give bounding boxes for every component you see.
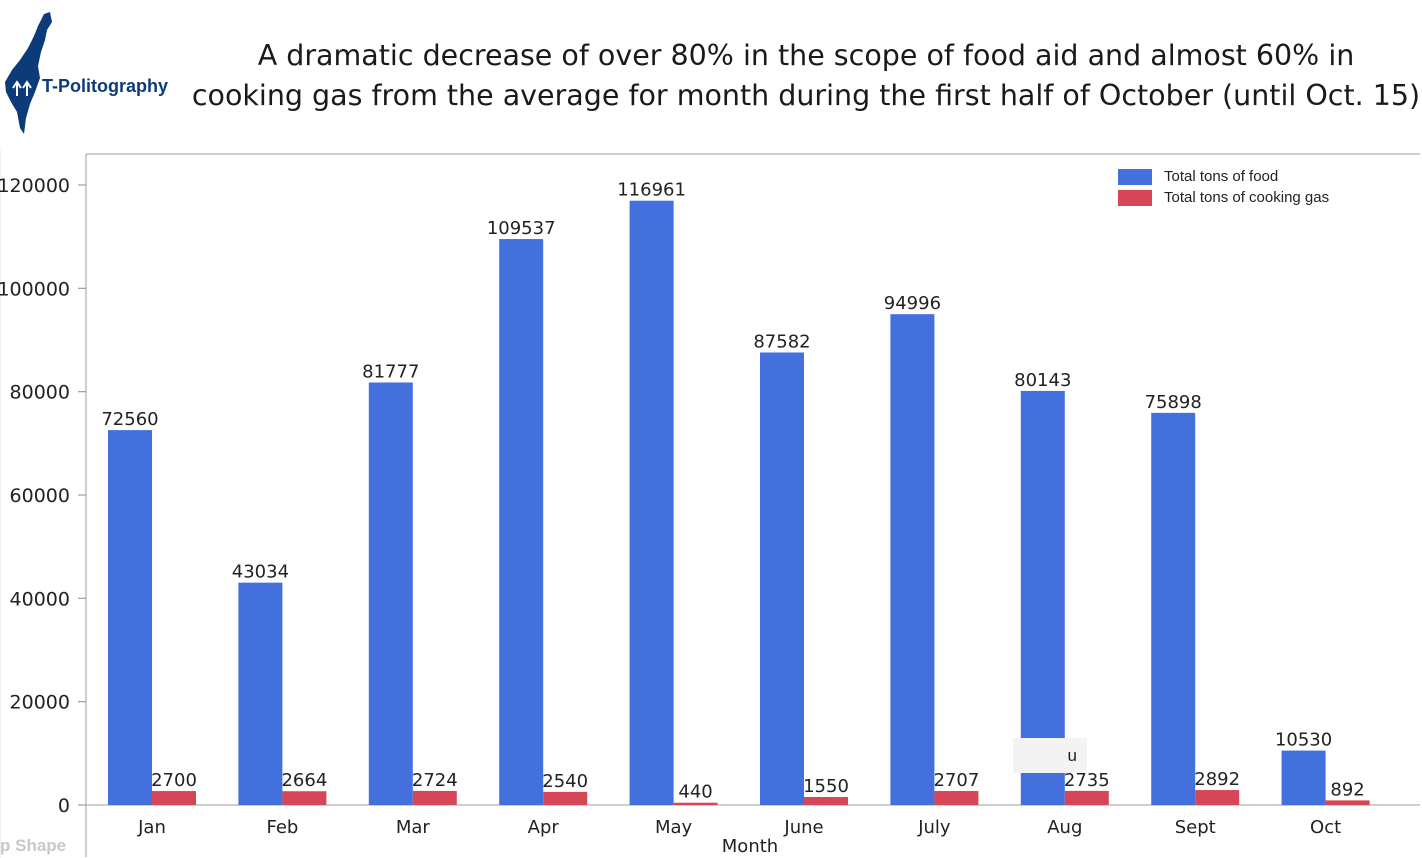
bar-chart: 72560 2700 43034 2664 81777 2724 109537 2540 116… — [0, 150, 1420, 858]
chart-axes — [0, 150, 1420, 858]
y-tick-label: 100000 — [0, 278, 70, 300]
legend-label-gas: Total tons of cooking gas — [1164, 189, 1330, 206]
x-tick-label: Jan — [137, 817, 166, 838]
data-label-cooking-gas: 2664 — [281, 770, 327, 791]
y-tick-label: 20000 — [10, 692, 70, 714]
data-label-cooking-gas: 2700 — [151, 770, 197, 791]
chart-data-labels: 72560 2700 43034 2664 81777 2724 109537 2540 116… — [101, 180, 1364, 803]
data-label-cooking-gas: 2540 — [542, 771, 588, 792]
data-label-food: 72560 — [101, 409, 158, 430]
chart-title: A dramatic decrease of over 80% in the s… — [190, 36, 1422, 116]
legend-label-food: Total tons of food — [1164, 168, 1279, 185]
bar-cooking-gas — [673, 802, 718, 805]
data-label-cooking-gas: 2892 — [1194, 769, 1240, 790]
bar-food — [629, 200, 674, 805]
brand-name: T-Politography — [42, 76, 168, 96]
data-label-cooking-gas: 892 — [1330, 779, 1364, 800]
data-label-food: 81777 — [362, 361, 419, 382]
data-label-cooking-gas: 2735 — [1064, 770, 1110, 791]
bar-food — [890, 314, 935, 805]
bar-food — [368, 382, 413, 805]
data-label-food: 10530 — [1275, 730, 1332, 751]
brand-logo: T-Politography — [5, 12, 168, 134]
chart-legend: Total tons of food Total tons of cooking… — [1118, 166, 1329, 208]
chart-title-line-2: cooking gas from the average for month d… — [191, 79, 1421, 112]
chart-ticks: 0 20000 40000 60000 80000 100000 120000 Jan Feb M… — [0, 175, 1341, 857]
cropped-text-fragment: p Shape — [0, 836, 67, 855]
data-label-food: 87582 — [753, 331, 810, 352]
y-tick-label: 60000 — [10, 485, 70, 507]
y-tick-label: 80000 — [10, 382, 70, 404]
legend-item-gas: Total tons of cooking gas — [1118, 187, 1329, 208]
bar-cooking-gas — [804, 796, 848, 805]
x-tick-label: June — [783, 817, 823, 838]
data-label-cooking-gas: 1550 — [803, 776, 849, 797]
data-label-food: 43034 — [232, 562, 289, 583]
data-label-food: 80143 — [1014, 370, 1071, 391]
bar-food — [108, 430, 152, 805]
x-tick-label: Sept — [1175, 817, 1216, 838]
x-tick-label: Oct — [1310, 817, 1341, 838]
x-tick-label: Feb — [266, 817, 298, 838]
chart-bars — [108, 200, 1370, 805]
bar-food — [760, 352, 804, 805]
y-tick-label: 40000 — [10, 588, 70, 610]
data-label-cooking-gas: 2707 — [933, 770, 979, 791]
x-tick-label: July — [917, 817, 951, 838]
bar-food — [1281, 750, 1326, 805]
chart-title-line-1: A dramatic decrease of over 80% in the s… — [257, 39, 1355, 72]
x-tick-label: May — [655, 817, 693, 838]
bar-cooking-gas — [282, 791, 327, 805]
legend-item-food: Total tons of food — [1118, 166, 1329, 187]
bar-cooking-gas — [543, 791, 588, 805]
arrows-icon — [12, 80, 32, 96]
bar-food — [499, 239, 544, 805]
data-label-food: 109537 — [487, 218, 556, 239]
data-label-food: 116961 — [617, 180, 686, 201]
bar-food — [1020, 390, 1065, 805]
bar-cooking-gas — [1064, 790, 1109, 805]
bar-cooking-gas — [934, 791, 979, 805]
legend-swatch-food — [1118, 168, 1152, 185]
bar-cooking-gas — [152, 791, 196, 805]
x-tick-label: Mar — [396, 817, 431, 838]
bar-cooking-gas — [412, 790, 457, 805]
bar-food — [238, 582, 283, 805]
data-label-food: 75898 — [1145, 392, 1202, 413]
legend-swatch-gas — [1118, 189, 1152, 206]
data-label-cooking-gas: 440 — [678, 782, 712, 803]
bar-food — [1151, 412, 1196, 805]
x-tick-label: Aug — [1047, 817, 1082, 838]
bar-cooking-gas — [1325, 800, 1370, 805]
y-tick-label: 0 — [58, 795, 70, 817]
data-label-food: 94996 — [884, 293, 941, 314]
y-tick-label: 120000 — [0, 175, 70, 197]
bar-cooking-gas — [1195, 790, 1240, 805]
israel-map-icon — [5, 12, 52, 134]
data-label-cooking-gas: 2724 — [412, 770, 458, 791]
x-tick-label: Apr — [528, 817, 560, 838]
x-axis-label: Month — [722, 836, 778, 857]
tooltip-fragment: u — [1013, 738, 1087, 773]
